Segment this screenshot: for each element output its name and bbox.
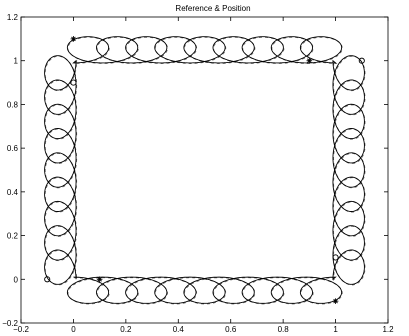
x-tick-label: 1.2 [382, 325, 394, 334]
y-tick-label: 0.6 [7, 144, 19, 153]
ticks [20, 16, 389, 324]
y-tick-label: 1.2 [7, 13, 19, 22]
reference-line [44, 36, 366, 305]
star-marker [306, 57, 313, 64]
plot-area: −0.2 0 0.2 0.4 0.6 0.8 1 1.2 −0.2 0 0.2 0.4 0.6 0.8 1 1… [2, 13, 394, 334]
y-tick-label: 0.4 [7, 188, 19, 197]
y-tick-label: 1 [14, 57, 19, 66]
circle-marker [70, 79, 77, 86]
x-tick-label: 0.6 [225, 325, 237, 334]
circle-marker [358, 57, 365, 64]
x-tick-label: −0.2 [13, 325, 29, 334]
circle-marker [44, 276, 51, 283]
x-tick-label: 0.2 [120, 325, 132, 334]
circle-marker [332, 254, 339, 261]
chart-title: Reference & Position [175, 4, 250, 13]
star-marker [96, 276, 103, 283]
star-marker [70, 36, 77, 42]
y-tick-label: 0.8 [7, 100, 19, 109]
x-tick-label: 0.8 [278, 325, 290, 334]
tick-labels: −0.2 0 0.2 0.4 0.6 0.8 1 1.2 −0.2 0 0.2 0.4 0.6 0.8 1 1… [2, 13, 394, 334]
star-marker [332, 298, 339, 304]
series-layer [44, 36, 366, 305]
y-tick-label: 0 [14, 275, 19, 284]
y-tick-label: −0.2 [2, 319, 18, 328]
x-tick-label: 0.4 [173, 325, 185, 334]
x-tick-label: 1 [333, 325, 338, 334]
marker-layer [44, 36, 365, 304]
position-line [44, 36, 365, 304]
x-tick-label: 0 [71, 325, 76, 334]
axes-box [20, 16, 389, 324]
y-tick-label: 0.2 [7, 232, 19, 241]
